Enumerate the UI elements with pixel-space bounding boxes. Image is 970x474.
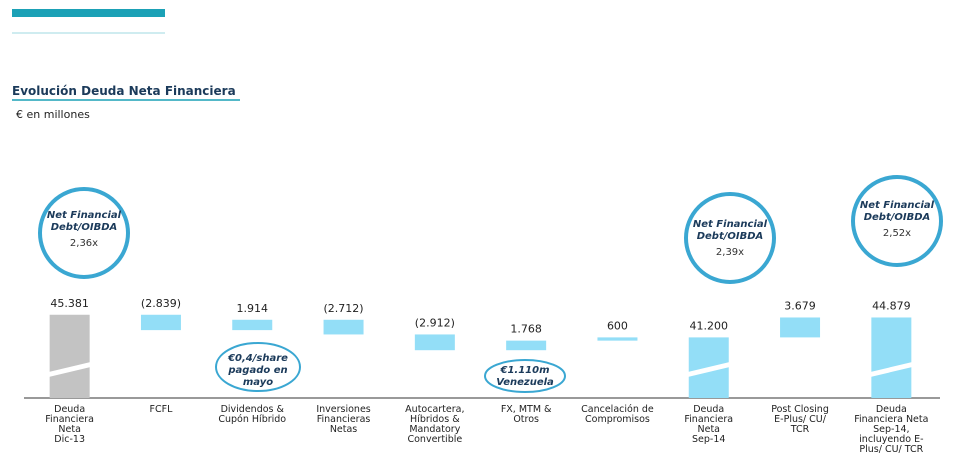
x-tick-label: FCFL <box>150 404 174 415</box>
x-tick-label: Autocartera, Híbridos & Mandatory Convertib… <box>405 404 464 445</box>
bar <box>780 317 821 338</box>
annotation-title: €1.110m Venezuela <box>496 365 554 388</box>
value-label: (2.912) <box>415 316 455 329</box>
value-label: 44.879 <box>872 299 911 312</box>
value-label: 3.679 <box>784 299 816 312</box>
bar <box>323 319 364 335</box>
bar <box>232 319 273 331</box>
header-bar <box>12 9 165 17</box>
annotation-title: Net Financial Debt/OIBDA <box>47 210 122 233</box>
value-label: 41.200 <box>690 319 729 332</box>
value-label: 1.914 <box>237 302 269 315</box>
bar <box>871 317 912 398</box>
value-label: 600 <box>607 319 628 332</box>
x-tick-label: FX, MTM & Otros <box>501 404 552 425</box>
x-tick-label: Deuda Financiera Neta Sep-14 <box>684 404 733 445</box>
x-tick-label: Deuda Financiera Neta Dic-13 <box>45 404 94 445</box>
annotation-circle <box>684 192 776 284</box>
annotation-title: €0,4/share pagado en mayo <box>227 353 288 388</box>
bar <box>414 334 455 351</box>
annotation-circle <box>851 175 943 267</box>
x-tick-label: Dividendos & Cupón Híbrido <box>218 404 286 425</box>
annotation-value: 2,52x <box>883 228 911 239</box>
x-tick-label: Post Closing E-Plus/ CU/TCR <box>771 404 829 435</box>
value-label: 1.768 <box>510 323 542 336</box>
title: Evolución Deuda Neta Financiera <box>12 84 236 98</box>
subtitle: € en millones <box>16 108 90 121</box>
annotation-value: 2,39x <box>716 247 744 258</box>
value-label: (2.712) <box>324 302 364 315</box>
annotation-circle <box>484 359 566 393</box>
bar <box>597 337 638 341</box>
bar <box>140 314 181 331</box>
bar <box>506 340 547 351</box>
axis-break <box>870 362 913 377</box>
annotation-title: Net Financial Debt/OIBDA <box>860 200 935 223</box>
value-label: 45.381 <box>50 297 89 310</box>
annotation-circle <box>38 187 130 279</box>
annotation-title: Net Financial Debt/OIBDA <box>693 219 768 242</box>
x-tick-label: Deuda Financiera Neta Sep-14, incluyendo E-… <box>854 404 928 455</box>
x-tick-label: Inversiones Financieras Netas <box>316 404 370 435</box>
bar <box>49 314 90 398</box>
axis-break <box>687 362 730 377</box>
x-tick-label: Cancelación de Compromisos <box>581 404 654 425</box>
value-label: (2.839) <box>141 297 181 310</box>
axis-break <box>48 362 91 377</box>
annotation-circle <box>215 342 301 392</box>
annotation-value: 2,36x <box>70 238 98 249</box>
